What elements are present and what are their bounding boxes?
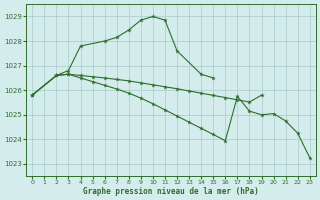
X-axis label: Graphe pression niveau de la mer (hPa): Graphe pression niveau de la mer (hPa) xyxy=(83,187,259,196)
